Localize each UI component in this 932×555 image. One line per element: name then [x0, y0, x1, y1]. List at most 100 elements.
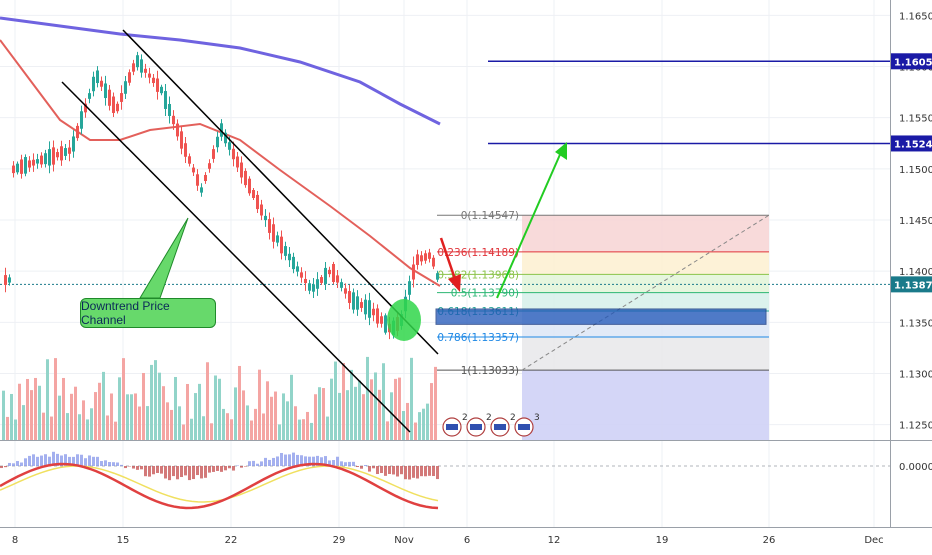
oscillator-bar — [428, 466, 431, 476]
volume-bar — [318, 387, 321, 440]
volume-bar — [138, 407, 141, 440]
volume-bar — [58, 396, 61, 440]
oscillator-bar — [112, 462, 115, 466]
oscillator-bar — [352, 462, 355, 466]
candle-body — [68, 148, 71, 154]
candle-body — [16, 164, 19, 173]
oscillator-bar — [288, 454, 291, 466]
oscillator-bar — [24, 458, 27, 466]
candle-body — [300, 272, 303, 277]
oscillator-bar — [284, 455, 287, 466]
oscillator-bar — [164, 466, 167, 478]
y-tick-label: 1.15500 — [899, 114, 932, 125]
oscillator-bar — [136, 466, 139, 470]
candle-body — [348, 291, 351, 303]
candle-body — [200, 187, 203, 192]
candle-body — [192, 168, 195, 173]
oscillator-bar — [396, 466, 399, 476]
x-tick-label: 8 — [12, 535, 18, 546]
candle-body — [92, 77, 95, 91]
oscillator-bar — [12, 463, 15, 466]
oscillator-bar — [240, 466, 243, 468]
oscillator-bar — [264, 458, 267, 466]
oscillator-bar — [424, 466, 427, 476]
fib-zone — [522, 215, 769, 252]
x-tick-label: Nov — [394, 535, 414, 546]
candle-body — [304, 279, 307, 283]
fib-zone — [522, 252, 769, 275]
candle-body — [204, 175, 207, 181]
candle-body — [80, 111, 83, 128]
event-badge-count: 3 — [534, 413, 540, 423]
candle-body — [60, 146, 63, 160]
volume-bar — [306, 412, 309, 440]
oscillator-bar — [420, 466, 423, 476]
candle-body — [176, 124, 179, 137]
volume-bar — [130, 394, 133, 440]
oscillator-bar — [408, 466, 411, 479]
oscillator-bar — [96, 457, 99, 466]
volume-bar — [358, 381, 361, 440]
oscillator-bar — [392, 466, 395, 474]
oscillator-bar — [388, 466, 391, 474]
volume-bar — [30, 390, 33, 440]
candle-body — [96, 70, 99, 83]
oscillator-bar — [232, 466, 235, 471]
candle-body — [188, 156, 191, 163]
event-badge-count: 2 — [486, 413, 492, 423]
candle-body — [244, 171, 247, 185]
volume-bar — [18, 384, 21, 440]
price-tag-label: 1.15248 — [894, 139, 932, 150]
volume-bar — [222, 409, 225, 440]
candle-body — [252, 190, 255, 198]
candle-body — [32, 160, 35, 166]
candle-body — [360, 302, 363, 308]
volume-bar — [290, 375, 293, 440]
volume-bar — [186, 384, 189, 440]
oscillator-bar — [216, 466, 219, 471]
candle-body — [432, 258, 435, 267]
oscillator-bar — [184, 466, 187, 475]
candle-body — [428, 252, 431, 258]
volume-bar — [70, 394, 73, 440]
candle-body — [424, 253, 427, 260]
candle-body — [144, 69, 147, 73]
candle-body — [56, 152, 59, 157]
candle-body — [384, 315, 387, 332]
volume-bar — [14, 420, 17, 440]
oscillator-bar — [400, 466, 403, 474]
volume-bar — [86, 419, 89, 440]
volume-bar — [214, 376, 217, 440]
volume-bar — [46, 359, 49, 440]
oscillator-bar — [360, 466, 363, 469]
volume-bar — [62, 378, 65, 440]
fib-zone — [522, 370, 769, 440]
candle-body — [212, 149, 215, 159]
candle-body — [24, 157, 27, 174]
volume-bar — [114, 422, 117, 440]
oscillator-tick-label: 0.0000 — [899, 462, 932, 473]
volume-bar — [22, 405, 25, 440]
candle-body — [236, 157, 239, 168]
oscillator-bar — [160, 466, 163, 474]
oscillator-bar — [16, 461, 19, 466]
candle-body — [124, 81, 127, 94]
oscillator-bar — [432, 466, 435, 476]
volume-bar — [182, 425, 185, 440]
fib-level-label: 0(1.14547) — [461, 210, 519, 222]
volume-bar — [354, 387, 357, 440]
volume-bar — [190, 419, 193, 440]
candle-body — [420, 255, 423, 261]
volume-bar — [34, 378, 37, 440]
oscillator-bar — [340, 461, 343, 466]
oscillator-bar — [8, 463, 11, 466]
oscillator-bar — [116, 462, 119, 466]
candle-body — [284, 246, 287, 256]
volume-bar — [238, 366, 241, 440]
volume-bar — [82, 400, 85, 440]
volume-bar — [206, 362, 209, 440]
volume-bar — [314, 394, 317, 440]
volume-bar — [98, 383, 101, 440]
